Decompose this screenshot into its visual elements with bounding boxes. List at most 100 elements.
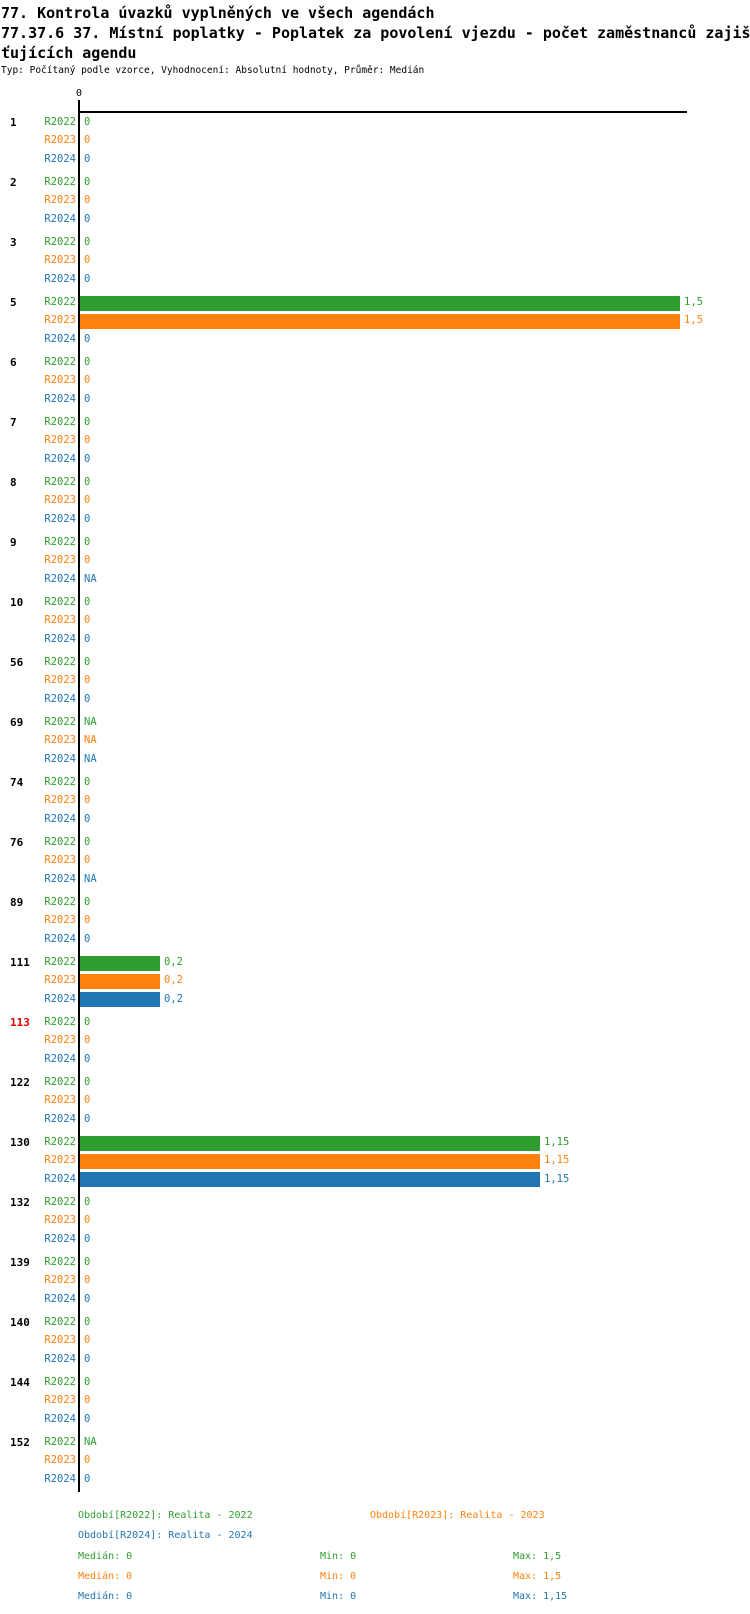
series-label-R2022: R2022 <box>44 956 76 968</box>
value-label: NA <box>84 573 97 585</box>
series-label-R2022: R2022 <box>44 1016 76 1028</box>
value-label: 0 <box>84 356 91 368</box>
series-label-R2023: R2023 <box>44 434 76 446</box>
value-label: 0 <box>84 416 91 428</box>
value-label: 0 <box>84 1293 91 1305</box>
value-label: 0 <box>84 1413 91 1425</box>
value-label: 0 <box>84 674 91 686</box>
legend-period-R2022: Období[R2022]: Realita - 2022 <box>78 1510 253 1521</box>
value-label: 0 <box>84 153 91 165</box>
bar-value-label: 0,2 <box>164 974 183 986</box>
value-label: 0 <box>84 776 91 788</box>
group-label: 3 <box>10 236 17 249</box>
value-label: 0 <box>84 374 91 386</box>
value-label: NA <box>84 1436 97 1448</box>
stat-min-R2024: Min: 0 <box>320 1591 357 1602</box>
series-label-R2023: R2023 <box>44 374 76 386</box>
group-label: 6 <box>10 356 17 369</box>
group-label: 113 <box>10 1016 30 1029</box>
series-label-R2024: R2024 <box>44 573 76 585</box>
bar-value-label: 1,15 <box>544 1173 570 1185</box>
series-label-R2022: R2022 <box>44 776 76 788</box>
value-label: 0 <box>84 1076 91 1088</box>
series-label-R2024: R2024 <box>44 933 76 945</box>
series-label-R2022: R2022 <box>44 296 76 308</box>
value-label: 0 <box>84 116 91 128</box>
bar-value-label: 0,2 <box>164 993 183 1005</box>
series-label-R2022: R2022 <box>44 1316 76 1328</box>
value-label: NA <box>84 873 97 885</box>
value-label: 0 <box>84 794 91 806</box>
bar-R2023 <box>80 974 160 989</box>
value-label: 0 <box>84 176 91 188</box>
value-label: 0 <box>84 693 91 705</box>
series-label-R2024: R2024 <box>44 993 76 1005</box>
series-label-R2022: R2022 <box>44 476 76 488</box>
value-label: 0 <box>84 914 91 926</box>
series-label-R2022: R2022 <box>44 716 76 728</box>
series-label-R2023: R2023 <box>44 1454 76 1466</box>
series-label-R2023: R2023 <box>44 494 76 506</box>
series-label-R2022: R2022 <box>44 596 76 608</box>
series-label-R2023: R2023 <box>44 614 76 626</box>
group-label: 139 <box>10 1256 30 1269</box>
series-label-R2022: R2022 <box>44 896 76 908</box>
series-label-R2023: R2023 <box>44 854 76 866</box>
series-label-R2023: R2023 <box>44 254 76 266</box>
group-label: 89 <box>10 896 24 909</box>
value-label: 0 <box>84 134 91 146</box>
stat-median-R2022: Medián: 0 <box>78 1551 133 1562</box>
series-label-R2024: R2024 <box>44 153 76 165</box>
series-label-R2024: R2024 <box>44 453 76 465</box>
bar-R2023 <box>80 314 680 329</box>
bar-value-label: 0,2 <box>164 956 183 968</box>
series-label-R2022: R2022 <box>44 416 76 428</box>
series-label-R2023: R2023 <box>44 734 76 746</box>
group-label: 152 <box>10 1436 30 1449</box>
series-label-R2022: R2022 <box>44 176 76 188</box>
bar-R2024 <box>80 992 160 1007</box>
series-label-R2022: R2022 <box>44 236 76 248</box>
group-label: 74 <box>10 776 24 789</box>
value-label: 0 <box>84 254 91 266</box>
bar-R2022 <box>80 956 160 971</box>
stat-max-R2023: Max: 1,5 <box>513 1571 562 1582</box>
group-label: 2 <box>10 176 17 189</box>
page-title: 77. Kontrola úvazků vyplněných ve všech … <box>1 4 435 22</box>
value-label: 0 <box>84 614 91 626</box>
value-label: 0 <box>84 1016 91 1028</box>
series-label-R2024: R2024 <box>44 213 76 225</box>
series-label-R2024: R2024 <box>44 1353 76 1365</box>
value-label: 0 <box>84 656 91 668</box>
series-label-R2024: R2024 <box>44 753 76 765</box>
series-label-R2024: R2024 <box>44 513 76 525</box>
stat-min-R2023: Min: 0 <box>320 1571 357 1582</box>
value-label: 0 <box>84 213 91 225</box>
bar-value-label: 1,5 <box>684 296 703 308</box>
series-label-R2023: R2023 <box>44 674 76 686</box>
value-label: 0 <box>84 393 91 405</box>
value-label: 0 <box>84 896 91 908</box>
series-label-R2023: R2023 <box>44 134 76 146</box>
y-axis-line <box>78 111 80 1492</box>
value-label: 0 <box>84 513 91 525</box>
series-label-R2023: R2023 <box>44 794 76 806</box>
value-label: 0 <box>84 333 91 345</box>
group-label: 8 <box>10 476 17 489</box>
series-label-R2024: R2024 <box>44 1293 76 1305</box>
bar-R2022 <box>80 1136 540 1151</box>
series-label-R2024: R2024 <box>44 813 76 825</box>
series-label-R2022: R2022 <box>44 536 76 548</box>
value-label: 0 <box>84 476 91 488</box>
value-label: 0 <box>84 273 91 285</box>
series-label-R2024: R2024 <box>44 873 76 885</box>
group-label: 7 <box>10 416 17 429</box>
x-axis-tick-label: 0 <box>75 88 83 99</box>
bar-R2024 <box>80 1172 540 1187</box>
bar-value-label: 1,15 <box>544 1154 570 1166</box>
bar-value-label: 1,15 <box>544 1136 570 1148</box>
group-label: 56 <box>10 656 24 669</box>
bar-value-label: 1,5 <box>684 314 703 326</box>
series-label-R2024: R2024 <box>44 1173 76 1185</box>
group-label: 122 <box>10 1076 30 1089</box>
